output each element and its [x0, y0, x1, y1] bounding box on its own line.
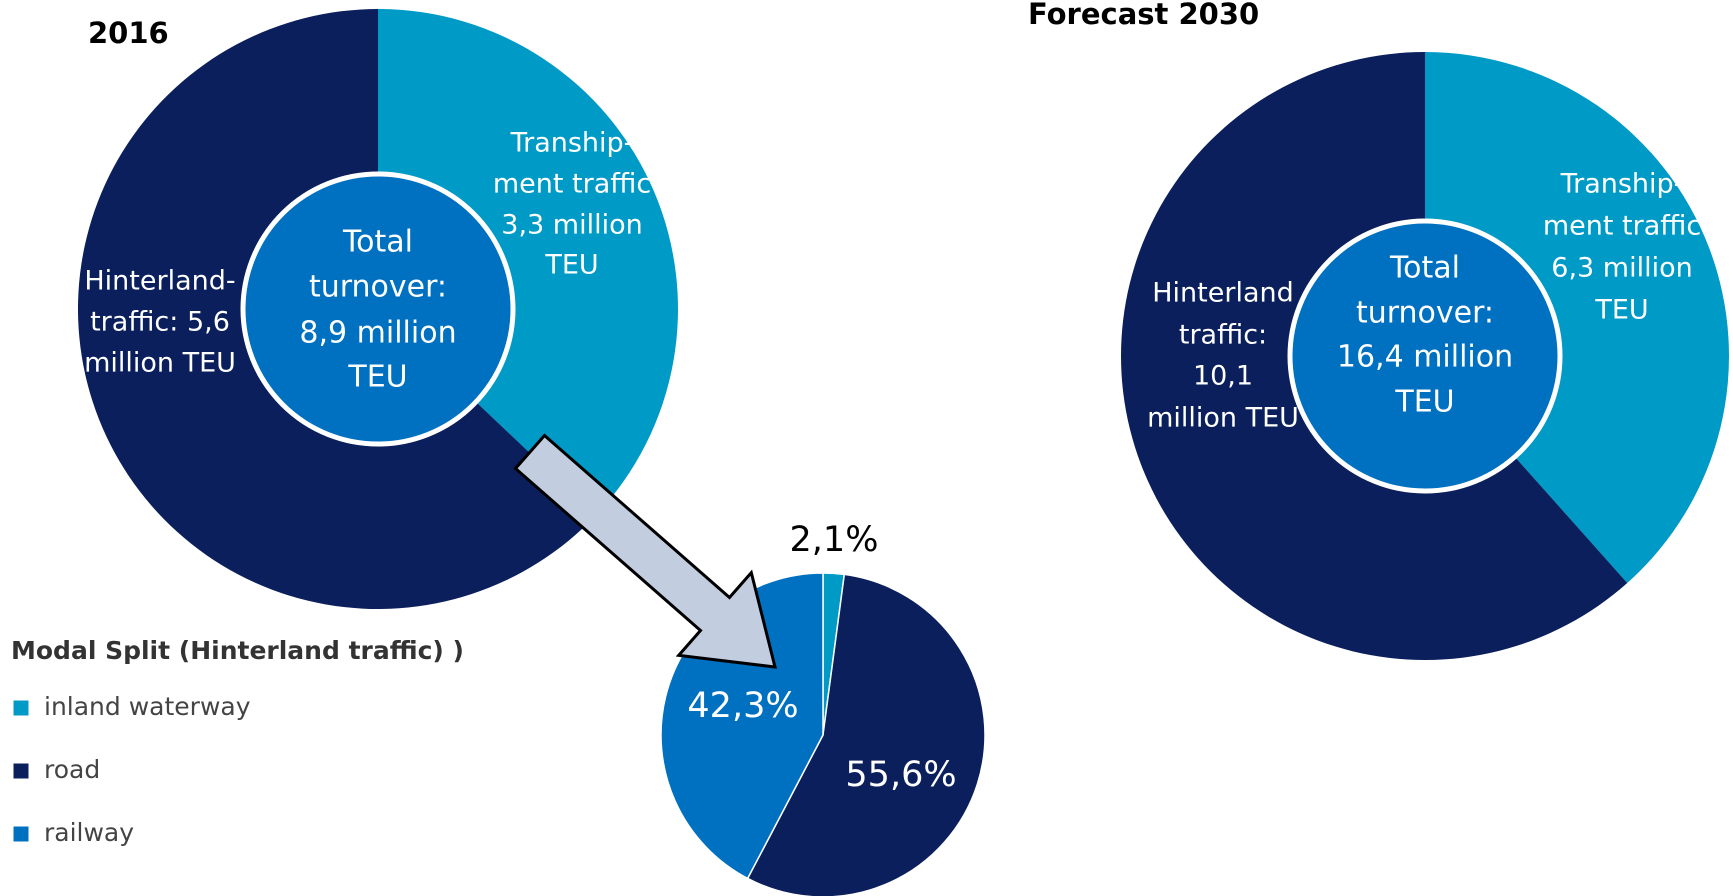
slice	[378, 9, 678, 516]
legend-title: Modal Split (Hinterland traffic) )	[11, 636, 464, 665]
slice	[746, 573, 986, 896]
center-circle	[240, 171, 516, 447]
slice-label: 6,3 million	[1551, 253, 1692, 284]
center-circle	[1287, 218, 1563, 494]
legend-label: road	[44, 755, 100, 784]
center-label: 8,9 million	[299, 316, 456, 351]
slice	[1425, 52, 1729, 583]
slice-label: ment traffic	[1543, 211, 1701, 242]
legend-swatch	[12, 762, 30, 780]
slice-label: traffic:	[1179, 320, 1267, 351]
slice-label: Tranship-	[510, 128, 634, 159]
legend-label: inland waterway	[44, 692, 251, 721]
slice-label: traffic: 5,6	[90, 307, 230, 338]
chart-title: Forecast 2030	[1028, 0, 1259, 31]
legend-swatch	[12, 699, 30, 717]
center-label: turnover:	[1356, 296, 1494, 331]
center-label: 16,4 million	[1337, 340, 1513, 375]
center-label: Total	[342, 225, 413, 260]
legend-swatch	[12, 825, 30, 843]
value-label: 42,3%	[687, 686, 798, 726]
chart-title: 2016	[88, 16, 169, 50]
slice-label: million TEU	[84, 348, 236, 379]
slice-label: Hinterland-	[84, 266, 235, 297]
slice-label: Tranship-	[1560, 169, 1684, 200]
legend-label: railway	[44, 818, 134, 847]
slice-label: TEU	[544, 250, 598, 281]
center-label: Total	[1389, 251, 1460, 286]
center-label: turnover:	[309, 270, 447, 305]
slice-label: 3,3 million	[501, 210, 642, 241]
slice-label: TEU	[1594, 295, 1648, 326]
value-label: 55,6%	[845, 755, 956, 795]
slice-label: Hinterland	[1152, 278, 1294, 309]
center-label: TEU	[1394, 385, 1454, 420]
value-label: 2,1%	[790, 520, 879, 560]
slice-label: ment traffic	[493, 169, 651, 200]
center-label: TEU	[347, 360, 407, 395]
slice-label: million TEU	[1147, 403, 1299, 434]
charts: Tranship-ment traffic 3,3 million TEU Hinte…	[11, 0, 1729, 896]
slice-label: 10,1	[1193, 361, 1253, 392]
arrow	[513, 433, 777, 669]
